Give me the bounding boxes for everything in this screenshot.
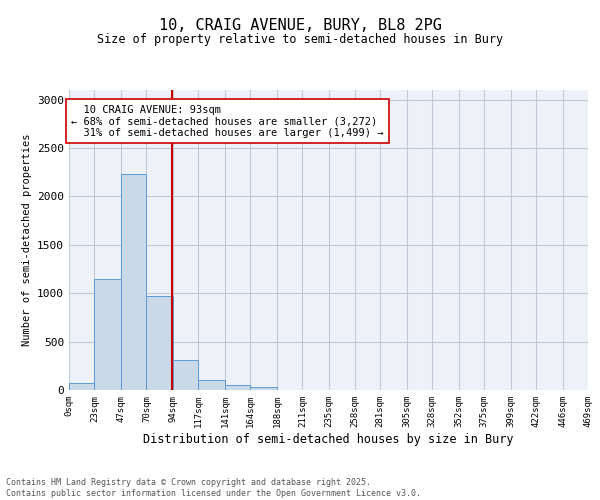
Bar xyxy=(173,360,199,390)
Text: 10 CRAIG AVENUE: 93sqm  
← 68% of semi-detached houses are smaller (3,272)
  31%: 10 CRAIG AVENUE: 93sqm ← 68% of semi-det… xyxy=(71,104,384,138)
X-axis label: Distribution of semi-detached houses by size in Bury: Distribution of semi-detached houses by … xyxy=(143,432,514,446)
Bar xyxy=(250,387,277,390)
Text: Contains HM Land Registry data © Crown copyright and database right 2025.
Contai: Contains HM Land Registry data © Crown c… xyxy=(6,478,421,498)
Bar xyxy=(225,384,250,390)
Bar xyxy=(199,380,225,390)
Y-axis label: Number of semi-detached properties: Number of semi-detached properties xyxy=(22,134,32,346)
Text: Size of property relative to semi-detached houses in Bury: Size of property relative to semi-detach… xyxy=(97,32,503,46)
Bar xyxy=(146,296,173,390)
Bar xyxy=(121,174,146,390)
Bar xyxy=(69,382,94,390)
Text: 10, CRAIG AVENUE, BURY, BL8 2PG: 10, CRAIG AVENUE, BURY, BL8 2PG xyxy=(158,18,442,32)
Bar xyxy=(94,278,121,390)
